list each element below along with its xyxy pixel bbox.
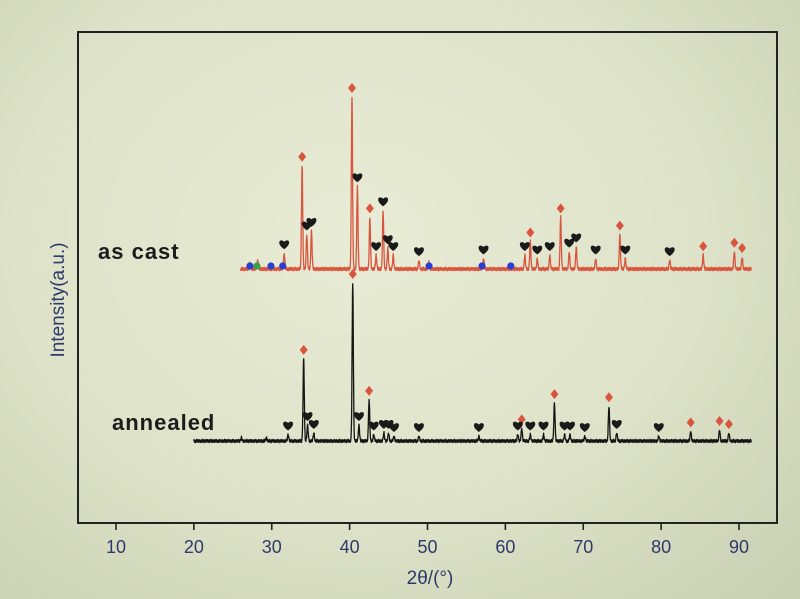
marker-heart-as-cast-25 [620, 245, 631, 255]
trace-as-cast [239, 96, 752, 272]
marker-heart-as-cast-22 [564, 238, 575, 248]
marker-heart-annealed-55 [538, 421, 549, 431]
marker-circle-as-cast-29 [279, 262, 287, 270]
x-tick-label-40: 40 [340, 537, 360, 557]
marker-heart-annealed-57 [565, 421, 575, 431]
marker-heart-annealed-43 [283, 421, 294, 431]
x-axis-label: 2θ/(°) [407, 568, 454, 589]
marker-heart-as-cast-10 [378, 197, 389, 207]
marker-diamond-as-cast-7 [730, 237, 739, 248]
marker-circle-as-cast-28 [267, 262, 275, 270]
marker-heart-as-cast-23 [571, 233, 582, 243]
marker-heart-annealed-44 [302, 412, 313, 421]
marker-heart-annealed-53 [512, 421, 523, 431]
x-tick-label-90: 90 [729, 537, 749, 557]
trace-annealed [193, 283, 752, 444]
marker-heart-annealed-59 [611, 419, 622, 429]
x-tick-label-50: 50 [417, 537, 437, 557]
marker-heart-annealed-60 [653, 423, 664, 432]
marker-heart-annealed-52 [473, 423, 484, 432]
marker-diamond-as-cast-6 [699, 241, 708, 252]
marker-diamond-as-cast-5 [615, 220, 624, 231]
marker-circle-as-cast-30 [425, 262, 433, 270]
phase-markers [246, 83, 747, 432]
series-label-as-cast: as cast [98, 239, 180, 264]
marker-circle-as-cast-32 [507, 262, 515, 270]
marker-heart-as-cast-15 [382, 235, 393, 245]
x-tick-label-30: 30 [262, 537, 282, 557]
marker-circle-as-cast-31 [478, 262, 486, 270]
marker-diamond-annealed-40 [686, 417, 695, 428]
marker-diamond-annealed-34 [348, 269, 357, 279]
marker-heart-annealed-54 [525, 421, 536, 431]
x-tick-label-20: 20 [184, 537, 204, 557]
plot-frame [77, 31, 778, 524]
diffraction-traces [193, 96, 752, 444]
x-axis-ticks: 10 20 30 40 50 60 70 80 90 [106, 523, 749, 557]
marker-heart-as-cast-18 [478, 245, 489, 255]
marker-heart-as-cast-13 [306, 218, 317, 227]
marker-diamond-annealed-41 [715, 415, 724, 426]
marker-heart-annealed-47 [368, 421, 379, 431]
marker-diamond-annealed-38 [550, 389, 559, 400]
x-tick-label-60: 60 [495, 537, 515, 557]
x-tick-label-80: 80 [651, 537, 671, 557]
x-tick-label-70: 70 [573, 537, 593, 557]
marker-circle-as-cast-33 [253, 262, 261, 270]
marker-diamond-annealed-42 [724, 419, 733, 430]
marker-heart-annealed-46 [354, 412, 364, 421]
marker-heart-as-cast-26 [664, 247, 675, 257]
marker-heart-annealed-58 [579, 423, 590, 432]
marker-heart-annealed-51 [413, 423, 424, 432]
marker-heart-as-cast-17 [413, 247, 424, 257]
marker-diamond-annealed-39 [604, 392, 613, 403]
series-label-annealed: annealed [112, 410, 215, 435]
x-tick-label-10: 10 [106, 537, 126, 557]
marker-heart-annealed-50 [389, 423, 399, 432]
marker-heart-as-cast-16 [388, 242, 399, 251]
marker-heart-as-cast-20 [532, 245, 543, 255]
marker-diamond-as-cast-0 [347, 83, 356, 93]
marker-heart-annealed-45 [308, 419, 319, 429]
marker-heart-as-cast-19 [519, 242, 530, 251]
marker-heart-as-cast-24 [590, 245, 601, 255]
marker-heart-as-cast-21 [544, 242, 555, 251]
marker-diamond-as-cast-2 [365, 203, 374, 214]
marker-diamond-annealed-36 [365, 385, 374, 396]
marker-heart-as-cast-11 [279, 240, 290, 250]
y-axis-label: Intensity(a.u.) [48, 242, 69, 357]
marker-diamond-as-cast-3 [526, 227, 535, 238]
marker-heart-as-cast-9 [352, 173, 363, 183]
marker-diamond-as-cast-8 [738, 242, 747, 253]
marker-diamond-annealed-35 [299, 344, 308, 355]
marker-diamond-as-cast-4 [556, 203, 565, 214]
marker-diamond-as-cast-1 [298, 151, 307, 162]
marker-circle-as-cast-27 [246, 262, 254, 270]
marker-heart-as-cast-14 [371, 242, 382, 251]
